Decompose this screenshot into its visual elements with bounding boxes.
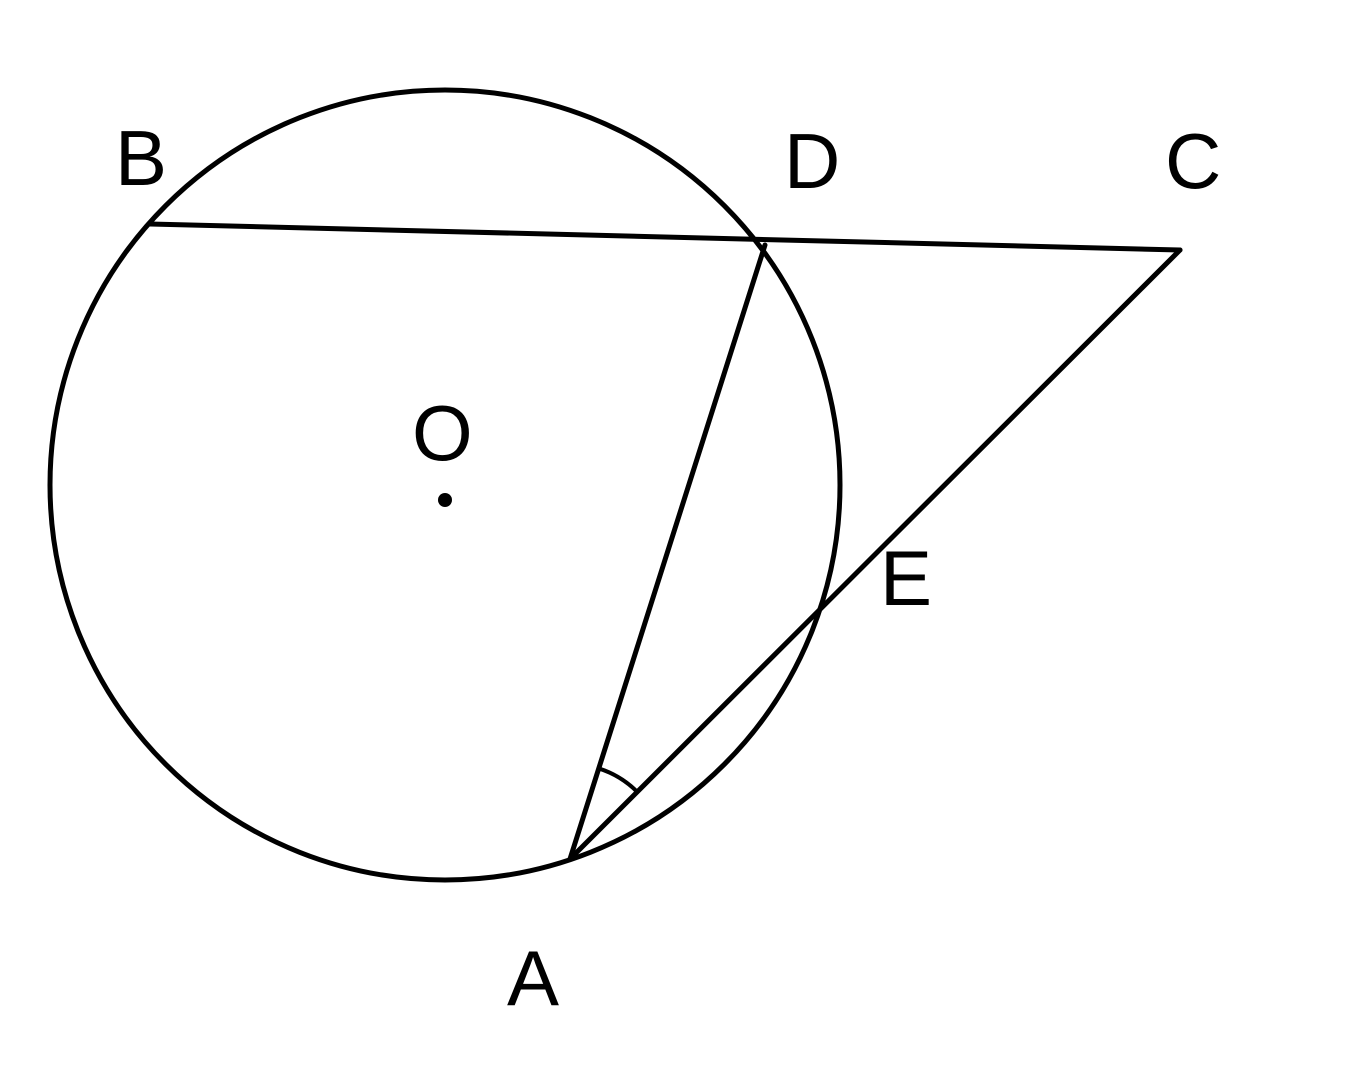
center-dot: [438, 493, 452, 507]
geometry-diagram: B D C O E A: [0, 0, 1353, 1084]
circle-o: [50, 90, 840, 880]
label-C: C: [1165, 117, 1221, 205]
label-A: A: [507, 934, 559, 1022]
segment-CA: [570, 250, 1180, 859]
label-B: B: [115, 114, 167, 202]
label-O: O: [412, 389, 473, 477]
segment-BC: [150, 224, 1180, 250]
segment-DA: [570, 245, 765, 859]
label-E: E: [880, 534, 932, 622]
point-labels: B D C O E A: [115, 114, 1221, 1022]
construction-lines: [150, 224, 1180, 859]
label-D: D: [784, 117, 840, 205]
angle-arc: [599, 768, 637, 791]
